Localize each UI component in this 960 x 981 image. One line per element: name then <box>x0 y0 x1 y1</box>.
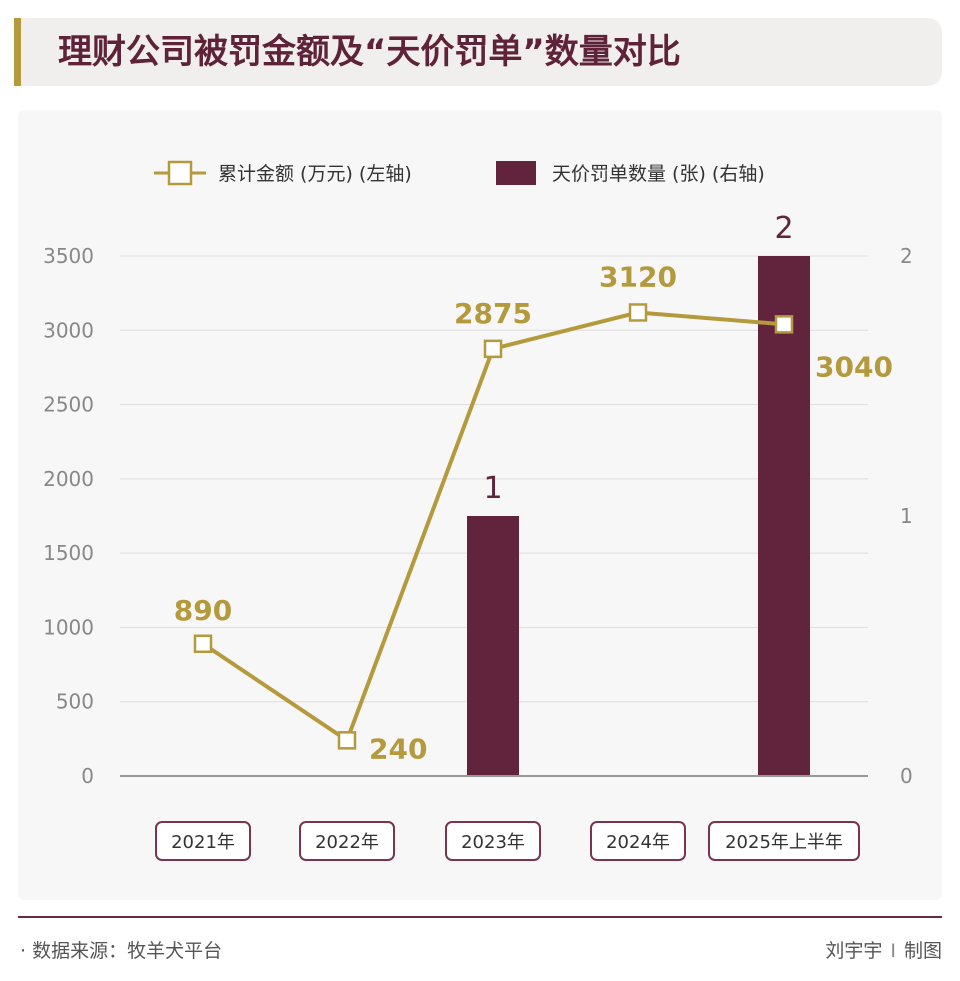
bar-2025年上半年 <box>758 256 810 776</box>
right-axis-tick-label: 2 <box>900 244 913 268</box>
category-label-box <box>445 821 541 861</box>
category-label-box <box>299 821 395 861</box>
left-axis-tick-label: 2500 <box>43 393 94 417</box>
title-banner: 理财公司被罚金额及“天价罚单”数量对比 <box>14 18 942 86</box>
category-label-box <box>590 821 686 861</box>
credit-separator: I <box>890 940 896 962</box>
left-axis-tick-label: 500 <box>56 690 94 714</box>
line-value-label: 2875 <box>454 297 532 330</box>
right-axis-tick-label: 0 <box>900 764 913 788</box>
footer-divider <box>18 916 942 918</box>
title-accent-bar <box>14 18 21 86</box>
left-axis-tick-label: 1000 <box>43 615 94 639</box>
line-point-marker <box>628 303 648 322</box>
line-point-marker <box>193 634 213 654</box>
left-axis-tick-label: 3500 <box>43 244 94 268</box>
category-label: 2025年上半年 <box>725 832 843 853</box>
legend-line-marker <box>167 160 193 186</box>
left-axis-tick-label: 3000 <box>43 318 94 342</box>
author-name: 刘宇宇 <box>825 940 883 962</box>
line-point-marker <box>337 731 357 750</box>
line-value-label: 3040 <box>815 350 893 383</box>
category-label-box <box>708 821 860 861</box>
category-label: 2024年 <box>606 832 670 853</box>
category-label: 2023年 <box>461 832 525 853</box>
author-credit: 刘宇宇 I 制图 <box>825 936 942 963</box>
category-label: 2021年 <box>171 832 235 853</box>
category-label: 2022年 <box>315 832 379 853</box>
bar-value-label: 2 <box>774 211 793 246</box>
left-axis-tick-label: 0 <box>81 764 94 788</box>
legend-label-count: 天价罚单数量 (张) (右轴) <box>552 163 765 185</box>
chart-title: 理财公司被罚金额及“天价罚单”数量对比 <box>58 32 681 72</box>
bar-2023年 <box>467 516 519 776</box>
left-axis-tick-label: 1500 <box>43 541 94 565</box>
line-value-label: 240 <box>369 732 427 765</box>
line-point-marker <box>483 339 503 359</box>
data-source: · 数据来源：牧羊犬平台 <box>20 940 223 962</box>
bar-value-label: 1 <box>483 471 502 506</box>
line-value-label: 3120 <box>599 260 677 293</box>
right-axis-tick-label: 1 <box>900 504 913 528</box>
left-axis-tick-label: 2000 <box>43 467 94 491</box>
legend-bar-swatch <box>496 161 536 185</box>
legend-label-amount: 累计金额 (万元) (左轴) <box>218 163 412 185</box>
line-value-label: 890 <box>174 594 232 627</box>
category-label-box <box>155 821 251 861</box>
credit-made: 制图 <box>903 940 942 962</box>
line-point-marker <box>774 315 794 334</box>
